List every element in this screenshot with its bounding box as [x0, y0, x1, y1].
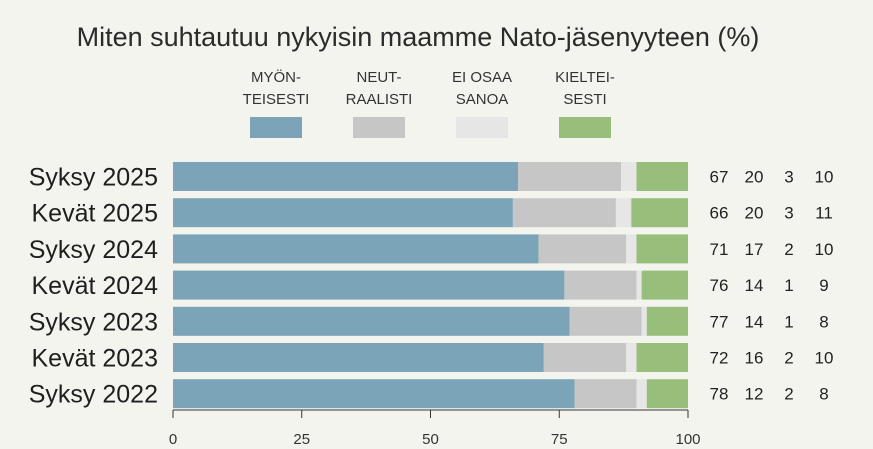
- value-labels: 67 20 3 10 66 20 3 11 71 17 2 10 76 14 1 9 77 14 1 8 72 16 2 10…: [710, 168, 834, 404]
- value-label: 78: [710, 385, 729, 404]
- value-label: 9: [819, 276, 828, 295]
- bar-segment-ei-osaa-sanoa: [626, 343, 637, 372]
- bar-segment-neut-raalisti: [518, 162, 622, 191]
- category-label: Kevät 2024: [32, 272, 159, 300]
- category-labels: Syksy 2025 Kevät 2025 Syksy 2024 Kevät 2024…: [29, 164, 158, 409]
- legend-label: RAALISTI: [346, 91, 413, 108]
- value-label: 8: [819, 312, 828, 331]
- value-label: 10: [815, 168, 834, 187]
- bar-segment-neut-raalisti: [569, 306, 642, 336]
- bar-segment-myön-teisesti: [173, 306, 570, 336]
- x-tick-label: 50: [422, 431, 439, 448]
- bar-segment-ei-osaa-sanoa: [641, 306, 647, 336]
- value-label: 72: [710, 349, 729, 368]
- legend-swatch-myön-teisesti: [250, 117, 302, 138]
- bar-segment-myön-teisesti: [173, 379, 575, 409]
- bar-segment-myön-teisesti: [173, 343, 544, 372]
- bar-segment-neut-raalisti: [538, 234, 627, 264]
- bar-segment-myön-teisesti: [173, 234, 539, 264]
- category-label: Syksy 2023: [29, 308, 158, 336]
- value-label: 11: [815, 204, 833, 223]
- value-label: 3: [784, 168, 793, 187]
- category-label: Kevät 2025: [32, 200, 159, 228]
- legend-label: EI OSAA: [452, 69, 512, 86]
- bar-segment-ei-osaa-sanoa: [621, 162, 637, 191]
- value-label: 14: [745, 276, 764, 295]
- legend-label: SESTI: [563, 91, 606, 108]
- bar-segment-ei-osaa-sanoa: [615, 198, 632, 228]
- x-tick-label: 0: [169, 431, 177, 448]
- legend-label: NEUT-: [357, 69, 402, 86]
- legend-swatch-neut-raalisti: [353, 117, 405, 138]
- bar-segment-kieltei-sesti: [636, 234, 688, 264]
- bar-segment-kieltei-sesti: [636, 162, 688, 191]
- legend: MYÖN- TEISESTI NEUT- RAALISTI EI OSAA SANOA KI…: [243, 68, 615, 138]
- bar-segment-ei-osaa-sanoa: [636, 379, 647, 409]
- value-label: 16: [745, 349, 764, 368]
- bar-segment-myön-teisesti: [173, 198, 513, 228]
- value-label: 20: [745, 204, 764, 223]
- legend-label: KIELTEI-: [555, 69, 615, 86]
- bar-segment-myön-teisesti: [173, 162, 519, 191]
- bar-segment-neut-raalisti: [543, 343, 627, 372]
- value-label: 2: [784, 385, 793, 404]
- value-label: 12: [745, 385, 764, 404]
- bars: [173, 162, 688, 409]
- value-label: 8: [819, 385, 828, 404]
- value-label: 2: [784, 240, 793, 259]
- value-label: 14: [745, 312, 764, 331]
- legend-label: MYÖN-: [251, 68, 301, 86]
- bar-segment-kieltei-sesti: [646, 379, 688, 409]
- value-label: 77: [710, 312, 729, 331]
- legend-label: TEISESTI: [243, 91, 310, 108]
- value-label: 2: [784, 349, 793, 368]
- bar-segment-myön-teisesti: [173, 270, 565, 300]
- bar-segment-kieltei-sesti: [636, 343, 688, 372]
- value-label: 20: [745, 168, 764, 187]
- bar-segment-ei-osaa-sanoa: [626, 234, 637, 264]
- bar-segment-neut-raalisti: [574, 379, 637, 409]
- legend-swatch-ei-osaa-sanoa: [456, 117, 508, 138]
- bar-segment-neut-raalisti: [512, 198, 616, 228]
- category-label: Syksy 2024: [29, 236, 158, 264]
- value-label: 76: [710, 276, 729, 295]
- value-label: 10: [815, 349, 834, 368]
- x-tick-label: 75: [551, 431, 568, 448]
- value-label: 3: [784, 204, 793, 223]
- x-tick-label: 25: [293, 431, 310, 448]
- category-label: Syksy 2022: [29, 381, 158, 409]
- value-label: 66: [710, 204, 729, 223]
- bar-segment-ei-osaa-sanoa: [636, 270, 642, 300]
- value-label: 10: [815, 240, 834, 259]
- bar-segment-kieltei-sesti: [641, 270, 688, 300]
- legend-swatch-kieltei-sesti: [559, 117, 611, 138]
- value-label: 71: [710, 240, 729, 259]
- bar-segment-neut-raalisti: [564, 270, 637, 300]
- x-axis: 0 25 50 75 100: [169, 409, 701, 448]
- chart-title: Miten suhtautuu nykyisin maamme Nato-jäs…: [77, 22, 760, 52]
- value-label: 67: [710, 168, 729, 187]
- bar-segment-kieltei-sesti: [631, 198, 688, 228]
- value-label: 1: [784, 312, 793, 331]
- value-label: 17: [745, 240, 764, 259]
- category-label: Syksy 2025: [29, 164, 158, 192]
- category-label: Kevät 2023: [32, 345, 159, 373]
- bar-segment-kieltei-sesti: [646, 306, 688, 336]
- legend-label: SANOA: [456, 91, 509, 108]
- value-label: 1: [784, 276, 793, 295]
- x-tick-label: 100: [675, 431, 700, 448]
